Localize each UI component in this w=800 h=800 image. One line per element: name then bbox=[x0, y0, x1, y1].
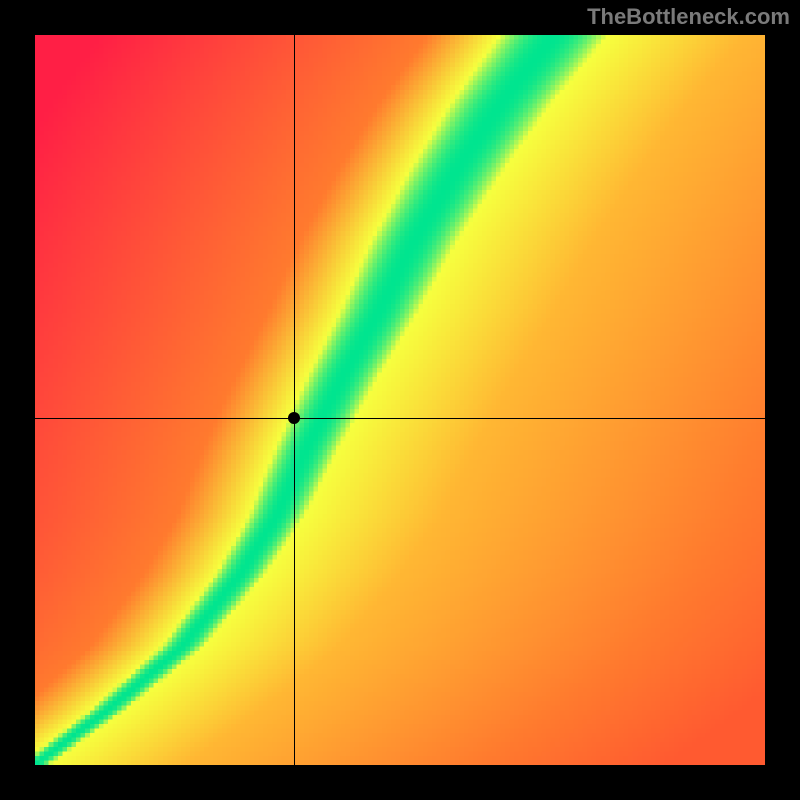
heatmap-canvas bbox=[35, 35, 765, 765]
crosshair-vertical bbox=[294, 35, 295, 765]
watermark-text: TheBottleneck.com bbox=[587, 4, 790, 30]
heatmap-plot-area bbox=[35, 35, 765, 765]
crosshair-horizontal bbox=[35, 418, 765, 419]
selected-point-marker bbox=[288, 412, 300, 424]
